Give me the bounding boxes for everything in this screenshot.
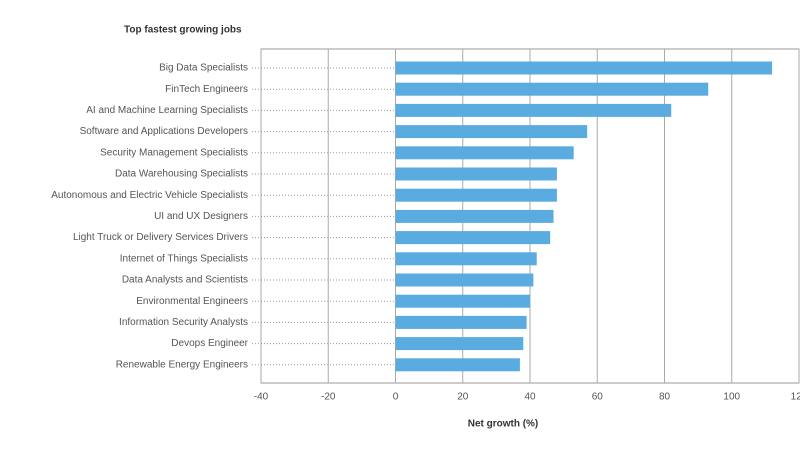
x-tick-label: 120	[791, 392, 800, 403]
bar	[395, 125, 588, 139]
x-tick-label: 40	[524, 392, 536, 403]
y-tick-label: Data Warehousing Specialists	[115, 169, 248, 180]
bar	[395, 209, 554, 223]
y-tick-label: Big Data Specialists	[159, 63, 248, 74]
bar	[395, 337, 524, 351]
y-tick-label: Light Truck or Delivery Services Drivers	[73, 232, 248, 243]
y-tick-label: Renewable Energy Engineers	[116, 359, 248, 370]
y-tick-label: Autonomous and Electric Vehicle Speciali…	[51, 190, 248, 201]
bar	[395, 103, 672, 117]
y-tick-label: Information Security Analysts	[119, 317, 248, 328]
x-tick-label: 60	[592, 392, 604, 403]
bar	[395, 231, 551, 245]
bar	[395, 146, 574, 160]
bar	[395, 294, 530, 308]
bar	[395, 358, 520, 372]
x-tick-label: -40	[254, 392, 269, 403]
chart-title: Top fastest growing jobs	[124, 25, 242, 36]
y-tick-label: AI and Machine Learning Specialists	[86, 105, 248, 116]
bar	[395, 82, 709, 96]
y-tick-label: Devops Engineer	[171, 338, 248, 349]
bar	[395, 167, 557, 181]
x-axis-label: Net growth (%)	[468, 419, 539, 430]
bar	[395, 315, 527, 329]
y-tick-label: Internet of Things Specialists	[120, 253, 248, 264]
y-tick-label: Software and Applications Developers	[80, 126, 248, 137]
x-tick-label: 80	[659, 392, 671, 403]
y-tick-label: Security Management Specialists	[100, 147, 248, 158]
x-tick-label: 20	[457, 392, 469, 403]
bar	[395, 252, 537, 266]
x-tick-label: 100	[723, 392, 740, 403]
y-tick-label: Data Analysts and Scientists	[122, 275, 248, 286]
bar	[395, 188, 557, 202]
y-tick-label: FinTech Engineers	[165, 84, 248, 95]
y-tick-label: Environmental Engineers	[136, 296, 248, 307]
bar	[395, 61, 773, 75]
x-tick-label: 0	[393, 392, 399, 403]
y-tick-label: UI and UX Designers	[154, 211, 248, 222]
x-tick-label: -20	[321, 392, 336, 403]
bar	[395, 273, 534, 287]
